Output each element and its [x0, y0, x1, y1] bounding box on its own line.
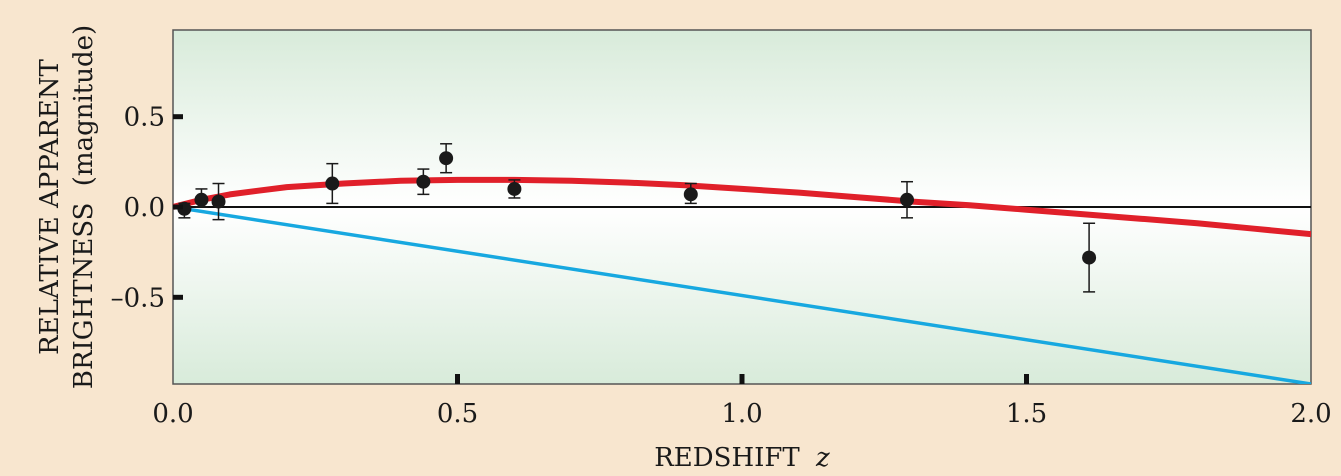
data-point: [416, 174, 431, 189]
data-point-group: [325, 162, 340, 205]
data-point-group: [683, 182, 698, 205]
data-point-group: [194, 188, 209, 208]
x-axis-variable: z: [815, 443, 830, 473]
x-tick-label: 0.5: [437, 399, 478, 429]
x-tick-label: 0.0: [152, 399, 193, 429]
x-tick-label: 1.0: [721, 399, 762, 429]
data-point: [194, 192, 209, 207]
data-point: [1082, 250, 1097, 265]
data-point-group: [439, 143, 454, 174]
y-tick-label: 0.5: [124, 103, 165, 133]
data-point-group: [1082, 222, 1097, 293]
data-point: [683, 187, 698, 202]
data-point: [211, 194, 226, 209]
x-axis-title-text: REDSHIFT: [654, 443, 800, 473]
red-model-curve: [173, 176, 1311, 238]
y-axis-title-line1: RELATIVE APPARENT: [35, 59, 65, 355]
data-point-group: [416, 168, 431, 196]
y-tick-label: –0.5: [111, 283, 165, 313]
data-point: [507, 181, 522, 196]
data-point: [439, 151, 454, 166]
x-tick-label: 2.0: [1290, 399, 1331, 429]
data-point: [325, 176, 340, 191]
y-tick-label: 0.0: [124, 193, 165, 223]
data-point-group: [507, 179, 522, 199]
blue-model-line: [173, 205, 1311, 384]
y-axis-title-line2: BRIGHTNESS (magnitude): [69, 25, 99, 389]
data-point-group: [211, 182, 226, 221]
data-point: [900, 192, 915, 207]
x-tick-label: 1.5: [1006, 399, 1047, 429]
data-point-group: [900, 180, 915, 219]
x-axis-title: REDSHIFT z: [654, 443, 830, 473]
y-axis-title-text: BRIGHTNESS: [69, 203, 99, 390]
y-axis-unit: (magnitude): [69, 25, 99, 186]
